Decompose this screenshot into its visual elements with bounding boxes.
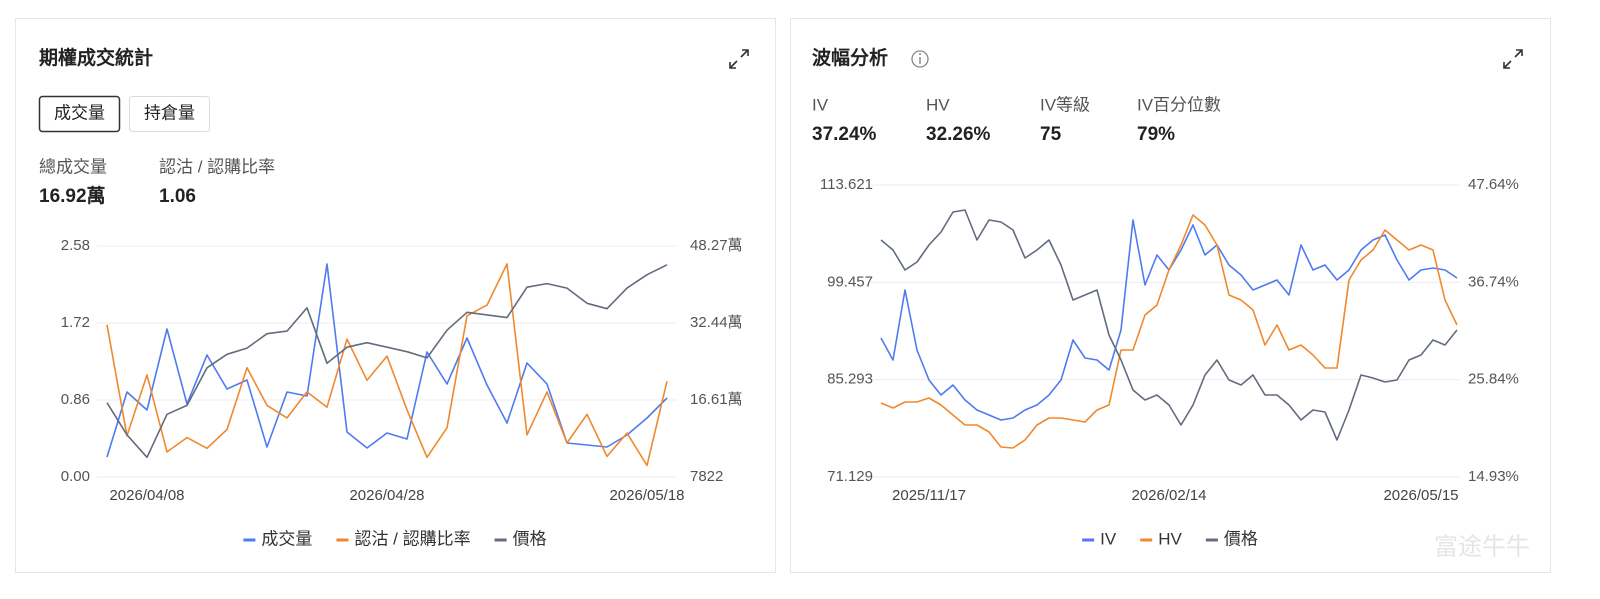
legend-label: 認沽 / 認購比率 xyxy=(354,529,470,548)
stat-label: HV xyxy=(926,95,950,114)
series-line xyxy=(106,264,668,459)
series-line xyxy=(106,263,668,458)
x-tick-label: 2026/04/28 xyxy=(349,487,424,504)
stat-label: 認沽 / 認購比率 xyxy=(159,157,275,176)
legend-label: 成交量 xyxy=(261,529,312,548)
series-line xyxy=(106,263,668,467)
legend-label: HV xyxy=(1158,529,1182,548)
y-tick-label: 85.293 xyxy=(827,371,873,388)
stat-value: 16.92萬 xyxy=(39,185,106,207)
stat-label: IV等級 xyxy=(1040,95,1090,114)
y-tick-label: 71.129 xyxy=(827,468,873,485)
legend: IV HV 價格 xyxy=(1082,529,1258,548)
y2-tick-label: 48.27萬 xyxy=(690,237,743,254)
y2-tick-label: 25.84% xyxy=(1468,371,1519,388)
stat-label: 總成交量 xyxy=(39,157,107,176)
legend-label: 價格 xyxy=(1224,529,1258,548)
tab-label[interactable]: 持倉量 xyxy=(144,103,195,122)
stat-value: 32.26% xyxy=(926,124,991,145)
y-tick-label: 99.457 xyxy=(827,273,873,290)
series-line xyxy=(880,214,1458,449)
y2-tick-label: 47.64% xyxy=(1468,176,1519,193)
y-tick-label: 0.00 xyxy=(61,468,90,485)
card xyxy=(790,18,1551,573)
stat-value: 75 xyxy=(1040,124,1062,145)
stat-label: IV xyxy=(812,95,829,114)
expand-icon[interactable] xyxy=(1503,49,1523,69)
x-tick-label: 2025/11/17 xyxy=(892,487,966,504)
x-tick-label: 2026/02/14 xyxy=(1131,487,1206,504)
panel-title: 期權成交統計 xyxy=(39,46,153,69)
watermark: 富途牛牛 xyxy=(1434,533,1530,560)
legend-label: 價格 xyxy=(513,529,547,548)
tab[interactable]: 成交量 xyxy=(38,95,121,133)
stat-value: 37.24% xyxy=(812,124,877,145)
panel-title: 波幅分析 xyxy=(812,46,888,69)
y-tick-label: 0.86 xyxy=(61,391,90,408)
y2-tick-label: 14.93% xyxy=(1468,468,1519,485)
x-tick-label: 2026/05/15 xyxy=(1383,487,1458,504)
tab-label[interactable]: 成交量 xyxy=(54,103,105,122)
y2-tick-label: 32.44萬 xyxy=(690,314,743,331)
y2-tick-label: 36.74% xyxy=(1468,273,1519,290)
legend-label: IV xyxy=(1100,529,1117,548)
stat-label: IV百分位數 xyxy=(1137,95,1221,114)
y-tick-label: 2.58 xyxy=(61,237,90,254)
expand-icon[interactable] xyxy=(729,49,749,69)
y2-tick-label: 16.61萬 xyxy=(690,391,743,408)
y2-tick-label: 7822 xyxy=(690,468,723,485)
x-tick-label: 2026/05/18 xyxy=(609,487,684,504)
x-tick-label: 2026/04/08 xyxy=(109,487,184,504)
stat-value: 1.06 xyxy=(159,186,196,207)
info-icon[interactable] xyxy=(911,50,929,68)
y-tick-label: 1.72 xyxy=(61,314,90,331)
tab[interactable]: 持倉量 xyxy=(129,96,210,132)
stat-value: 79% xyxy=(1137,124,1175,145)
y-tick-label: 113.621 xyxy=(820,176,873,193)
series-line xyxy=(880,209,1458,441)
legend: 成交量 認沽 / 認購比率 價格 xyxy=(243,529,547,548)
